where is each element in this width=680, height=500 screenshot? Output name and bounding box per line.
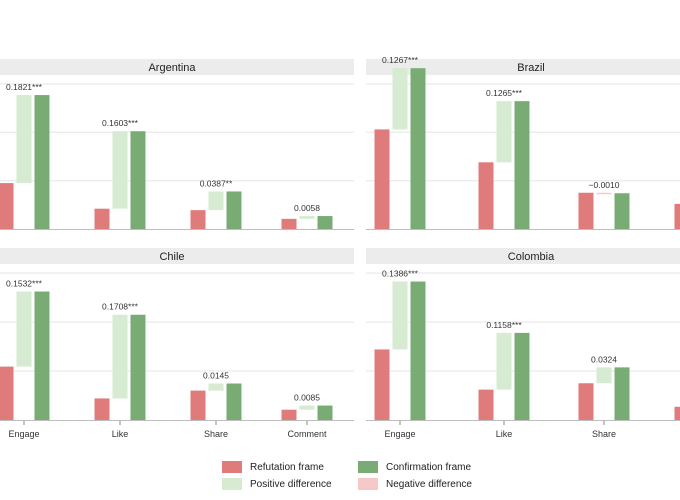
- confirmation-bar: [34, 95, 50, 230]
- legend-label-refutation: Refutation frame: [250, 461, 324, 473]
- confirmation-bar: [226, 383, 242, 420]
- confirmation-bar: [130, 131, 146, 229]
- difference-bar: [299, 216, 315, 219]
- confirmation-bar: [130, 314, 146, 420]
- x-tick-label: Engage: [384, 429, 415, 439]
- refutation-bar: [281, 218, 297, 229]
- difference-label: 0.1386***: [382, 269, 419, 279]
- confirmation-bar: [614, 193, 630, 229]
- panel-header: [0, 248, 354, 264]
- difference-bar: [208, 191, 224, 211]
- panel-title: Colombia: [508, 251, 555, 263]
- legend-swatch-negative-difference: [358, 478, 378, 490]
- refutation-bar: [190, 390, 206, 420]
- difference-label: 0.0324: [591, 354, 617, 364]
- x-tick-label: Comment: [287, 429, 327, 439]
- difference-label: 0.0058: [294, 203, 320, 213]
- legend-swatch-refutation: [222, 461, 242, 473]
- x-tick-label: Share: [592, 429, 616, 439]
- difference-bar: [16, 291, 32, 367]
- x-tick-label: Like: [112, 429, 129, 439]
- refutation-bar: [674, 406, 680, 420]
- difference-label: 0.0085: [294, 393, 320, 403]
- legend-label-positive-difference: Positive difference: [250, 478, 332, 490]
- legend-item-refutation: Refutation frame: [222, 460, 324, 474]
- refutation-bar: [478, 162, 494, 229]
- difference-bar: [112, 131, 128, 209]
- confirmation-bar: [410, 281, 426, 420]
- refutation-bar: [94, 398, 110, 420]
- difference-bar: [392, 68, 408, 130]
- difference-label: 0.1708***: [102, 302, 139, 312]
- confirmation-bar: [410, 68, 426, 229]
- confirmation-bar: [317, 216, 333, 229]
- difference-label: 0.1532***: [6, 279, 43, 289]
- legend-swatch-confirmation: [358, 461, 378, 473]
- confirmation-bar: [317, 405, 333, 420]
- refutation-bar: [478, 389, 494, 420]
- legend-item-negative-difference: Negative difference: [358, 477, 472, 491]
- panel-chile: Chile 0.1532*** Engage 0.1708*** Like 0.0145 S…: [0, 248, 354, 439]
- confirmation-bar: [514, 332, 530, 420]
- difference-label: −0.0010: [589, 180, 620, 190]
- difference-label: 0.1158***: [486, 320, 522, 330]
- panel-brazil: Brazil 0.1267*** 0.1265*** −0.0010: [366, 55, 680, 230]
- panel-title: Argentina: [148, 62, 196, 74]
- difference-bar: [208, 383, 224, 391]
- x-tick-label: Share: [204, 429, 228, 439]
- refutation-bar: [281, 409, 297, 420]
- chart-legend: Refutation frame Confirmation frame Posi…: [222, 458, 522, 494]
- refutation-bar: [190, 210, 206, 229]
- x-tick-label: Engage: [8, 429, 39, 439]
- confirmation-bar: [614, 367, 630, 420]
- panel-title: Brazil: [517, 62, 545, 74]
- difference-bar: [596, 192, 612, 195]
- confirmation-bar: [34, 291, 50, 420]
- refutation-bar: [0, 183, 14, 229]
- difference-bar: [496, 332, 512, 390]
- refutation-bar: [374, 129, 390, 229]
- panel-header: [366, 248, 680, 264]
- difference-label: 0.1603***: [102, 118, 139, 128]
- difference-bar: [496, 101, 512, 163]
- panel-title: Chile: [159, 251, 184, 263]
- refutation-bar: [0, 366, 14, 420]
- x-tick-label: Like: [496, 429, 513, 439]
- refutation-bar: [94, 208, 110, 229]
- refutation-bar: [578, 192, 594, 229]
- confirmation-bar: [226, 191, 242, 229]
- panel-header: [366, 59, 680, 75]
- difference-label: 0.0387**: [200, 178, 233, 188]
- difference-bar: [392, 281, 408, 350]
- panel-colombia: Colombia 0.1386*** Engage 0.1158*** Like 0.03…: [366, 248, 680, 439]
- refutation-bar: [374, 349, 390, 420]
- legend-label-confirmation: Confirmation frame: [386, 461, 472, 473]
- difference-label: 0.1265***: [486, 88, 523, 98]
- difference-bar: [16, 95, 32, 184]
- panel-argentina: Argentina 0.1821*** 0.1603*** 0.0387** 0.005…: [0, 59, 354, 230]
- difference-label: 0.1821***: [6, 82, 43, 92]
- difference-label: 0.1267***: [382, 55, 419, 65]
- legend-label-negative-difference: Negative difference: [386, 478, 472, 490]
- difference-label: 0.0145: [203, 370, 229, 380]
- difference-bar: [596, 367, 612, 384]
- refutation-bar: [578, 383, 594, 420]
- difference-bar: [112, 314, 128, 399]
- legend-swatch-positive-difference: [222, 478, 242, 490]
- legend-item-positive-difference: Positive difference: [222, 477, 332, 491]
- difference-bar: [299, 405, 315, 410]
- panel-header: [0, 59, 354, 75]
- refutation-bar: [674, 203, 680, 229]
- legend-item-confirmation: Confirmation frame: [358, 460, 471, 474]
- confirmation-bar: [514, 101, 530, 229]
